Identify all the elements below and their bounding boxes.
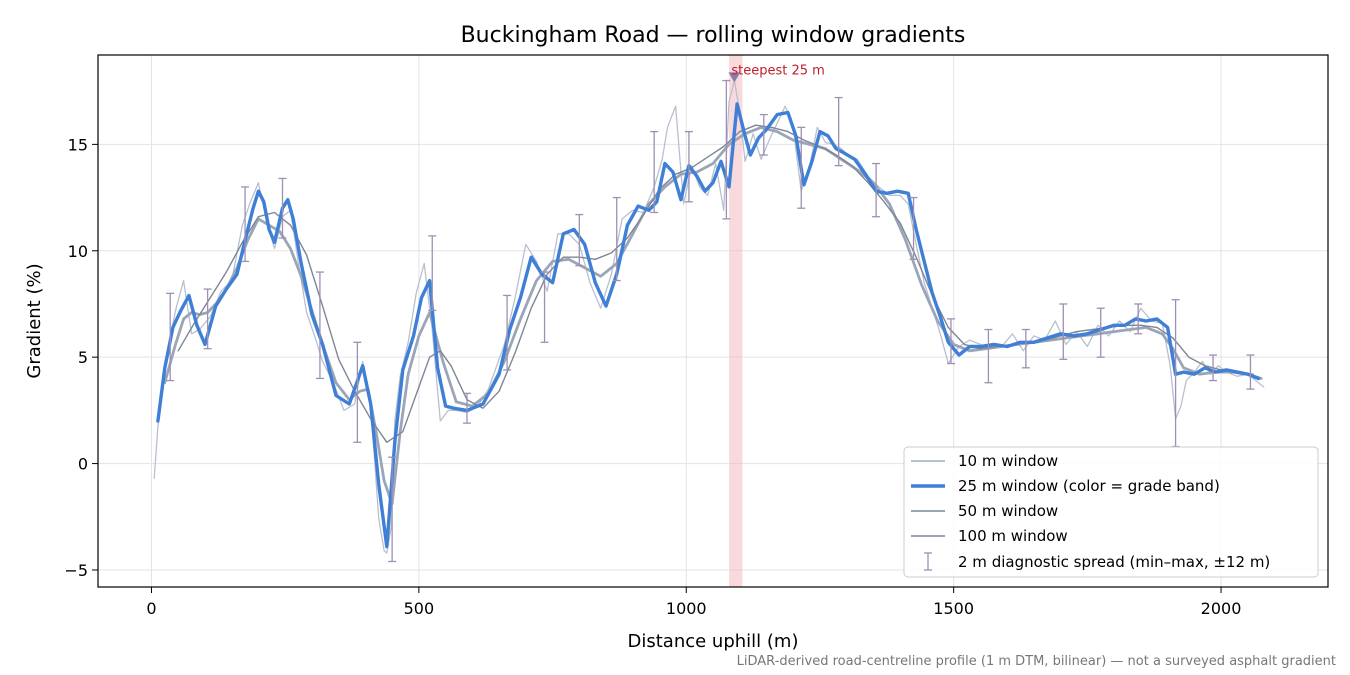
x-axis-ticks: 0 500 1000 1500 2000 xyxy=(146,587,1241,618)
series-50m-line xyxy=(163,126,1263,506)
legend-label-10m: 10 m window xyxy=(958,452,1058,470)
error-bar xyxy=(909,196,918,260)
error-bar xyxy=(759,113,768,156)
steepest-marker xyxy=(728,72,741,83)
legend-swatch-errorbar xyxy=(924,552,932,571)
y-tick-label: 10 xyxy=(68,242,88,261)
legend-frame xyxy=(903,446,1319,578)
footnote: LiDAR-derived road-centreline profile (1… xyxy=(737,654,1336,669)
steepest-annotation: steepest 25 m xyxy=(731,63,824,78)
error-bar xyxy=(203,288,212,350)
legend-label-100m: 100 m window xyxy=(958,527,1068,545)
error-bar xyxy=(278,177,287,239)
error-bars xyxy=(166,79,1255,563)
error-bar xyxy=(1134,303,1143,335)
x-tick-label: 2000 xyxy=(1201,599,1242,618)
y-tick-label: 0 xyxy=(78,455,88,474)
x-tick-label: 1500 xyxy=(933,599,974,618)
x-tick-label: 1000 xyxy=(666,599,707,618)
error-bar xyxy=(388,456,397,563)
y-tick-label: −5 xyxy=(64,561,88,580)
chart-title: Buckingham Road — rolling window gradien… xyxy=(461,23,966,48)
error-bar xyxy=(1209,354,1218,382)
error-bar xyxy=(428,235,437,312)
legend-label-25m: 25 m window (color = grade band) xyxy=(958,477,1220,495)
error-bar xyxy=(540,271,549,343)
error-bar xyxy=(684,130,693,203)
error-bar xyxy=(1246,354,1255,390)
error-bar xyxy=(946,318,955,365)
y-axis-label: Gradient (%) xyxy=(24,263,45,378)
series-100m-line xyxy=(177,124,1254,443)
y-tick-label: 15 xyxy=(68,135,88,154)
legend: 10 m window 25 m window (color = grade b… xyxy=(903,446,1319,578)
steepest-window-highlight xyxy=(729,55,743,587)
error-bar xyxy=(612,196,621,282)
error-bar xyxy=(575,213,584,267)
x-tick-label: 0 xyxy=(146,599,156,618)
error-bar xyxy=(984,328,993,384)
error-bar xyxy=(797,126,806,209)
error-bar xyxy=(241,186,250,263)
error-bar xyxy=(650,130,659,214)
error-bar xyxy=(834,96,843,167)
error-bar xyxy=(353,341,362,443)
grid xyxy=(98,55,1328,587)
y-tick-label: 5 xyxy=(78,348,88,367)
y-axis-ticks: −5 0 5 10 15 xyxy=(64,135,98,580)
error-bar xyxy=(463,392,471,424)
plot-frame xyxy=(97,54,1329,588)
error-bar xyxy=(1021,328,1030,369)
error-bar xyxy=(503,294,512,371)
legend-label-50m: 50 m window xyxy=(958,502,1058,520)
error-bar xyxy=(1059,303,1068,360)
error-bar xyxy=(1096,307,1105,358)
x-tick-label: 500 xyxy=(404,599,435,618)
error-bar xyxy=(166,292,175,382)
error-bar xyxy=(315,271,324,380)
error-bar xyxy=(722,79,731,220)
x-axis-label: Distance uphill (m) xyxy=(628,631,799,652)
error-bar xyxy=(872,162,881,218)
legend-label-errorbar: 2 m diagnostic spread (min–max, ±12 m) xyxy=(958,553,1270,571)
